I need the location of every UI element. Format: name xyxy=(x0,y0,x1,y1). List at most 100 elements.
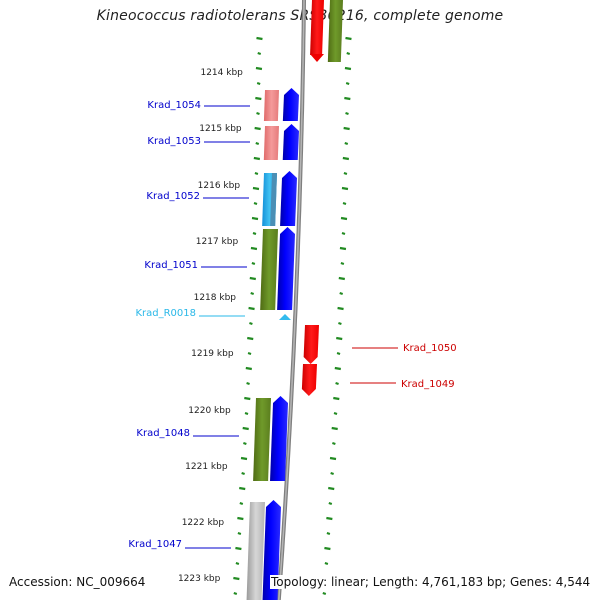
forward-gene-arrow xyxy=(270,396,288,481)
outer-gc-dot xyxy=(340,261,345,266)
top-cog-feature xyxy=(327,0,343,62)
inner-gc-dot xyxy=(237,531,242,536)
gene-labels: Krad_1054 Krad_1053 Krad_1052 Krad_1051 Krad… xyxy=(128,100,456,550)
outer-gc-dot xyxy=(345,36,352,41)
inner-gc-dot xyxy=(255,96,262,101)
scale-tick-label: 1219 kbp xyxy=(191,349,234,359)
inner-gc-dot xyxy=(252,231,257,236)
inner-gc-dot xyxy=(254,126,261,131)
cog-bar-stripe xyxy=(270,173,277,226)
forward-gene-arrow xyxy=(282,88,299,121)
outer-gc-dot xyxy=(344,141,349,146)
scale-tick-label: 1221 kbp xyxy=(185,462,228,472)
outer-gc-dot xyxy=(339,246,347,251)
inner-gc-dot xyxy=(257,51,262,56)
inner-gc-dot xyxy=(255,66,263,71)
inner-gc-dot xyxy=(235,546,242,551)
scale-tick-label: 1223 kbp xyxy=(178,574,221,584)
scale-tick-label: 1215 kbp xyxy=(199,124,242,134)
reverse-gene-arrow xyxy=(303,325,319,364)
outer-gc-dot xyxy=(345,111,349,116)
inner-gc-dot xyxy=(253,201,258,206)
outer-gc-dot xyxy=(335,381,339,386)
scale-ticks: 1214 kbp 1215 kbp 1216 kbp 1217 kbp 1218 kbp… xyxy=(178,68,243,584)
forward-gene-arrow xyxy=(280,171,297,226)
cog-bar xyxy=(263,90,279,121)
gene-label: Krad_1054 xyxy=(147,100,201,111)
gene-label: Krad_R0018 xyxy=(135,308,196,319)
top-reverse-arrowhead xyxy=(310,54,324,62)
inner-gc-dot xyxy=(256,81,261,86)
outer-gc-dot xyxy=(326,531,331,536)
outer-gc-dot xyxy=(341,231,346,236)
outer-gc-dot xyxy=(326,516,333,521)
outer-gc-dot xyxy=(344,96,351,101)
gene-label: Krad_1050 xyxy=(403,343,457,354)
forward-gene-arrow xyxy=(277,227,295,310)
outer-gc-dot xyxy=(338,321,342,326)
outer-gc-dot xyxy=(343,171,348,176)
scale-tick-label: 1218 kbp xyxy=(194,293,237,303)
outer-gc-dot xyxy=(342,156,350,161)
inner-gc-dot xyxy=(244,411,249,416)
inner-gc-dot xyxy=(240,456,248,461)
outer-gc-dot xyxy=(341,186,349,191)
gene-features xyxy=(246,0,343,600)
outer-gc-dot xyxy=(345,81,350,86)
inner-gc-dot xyxy=(233,576,240,581)
inner-gc-dot xyxy=(247,336,254,341)
inner-gc-dot xyxy=(245,366,252,371)
outer-gc-dot xyxy=(337,306,344,311)
cog-bar xyxy=(260,229,278,310)
outer-gc-dot xyxy=(324,546,331,551)
inner-gc-dot xyxy=(237,516,244,521)
top-reverse-feature xyxy=(310,0,324,55)
inner-gc-dot xyxy=(244,396,251,401)
gene-label: Krad_1048 xyxy=(136,428,190,439)
inner-gc-dot xyxy=(251,261,256,266)
scale-tick-label: 1217 kbp xyxy=(196,237,239,247)
outer-gc-dot xyxy=(334,366,341,371)
inner-gc-dot xyxy=(249,321,253,326)
forward-gene-arrow xyxy=(282,124,299,160)
gene-label: Krad_1053 xyxy=(147,136,201,147)
inner-gc-dot xyxy=(256,111,260,116)
cog-bar xyxy=(246,502,265,600)
inner-gc-dot xyxy=(239,486,246,491)
outer-gc-dot xyxy=(342,201,347,206)
scale-tick-label: 1220 kbp xyxy=(188,406,231,416)
rna-gene-marker xyxy=(279,314,291,320)
outer-gc-dot xyxy=(339,291,344,296)
inner-gc-dot xyxy=(255,141,260,146)
inner-gc-dot xyxy=(251,216,259,221)
gene-label: Krad_1047 xyxy=(128,539,182,550)
inner-gc-dot xyxy=(252,186,260,191)
genome-backbone xyxy=(276,0,306,600)
inner-gc-dot xyxy=(250,291,255,296)
outer-gc-dot xyxy=(338,276,345,281)
outer-gc-dot xyxy=(330,471,334,476)
scale-tick-label: 1216 kbp xyxy=(198,181,241,191)
inner-gc-dot xyxy=(239,501,244,506)
outer-gc-dot xyxy=(328,501,333,506)
inner-gc-dot xyxy=(247,351,252,356)
gene-label: Krad_1051 xyxy=(144,260,198,271)
inner-gc-dot xyxy=(241,471,245,476)
topology-text: Topology: linear; Length: 4,761,183 bp; … xyxy=(270,575,591,589)
scale-tick-label: 1214 kbp xyxy=(200,68,243,78)
outer-gc-dot xyxy=(324,561,329,566)
inner-gc-dot xyxy=(235,561,240,566)
outer-gc-dot xyxy=(329,456,337,461)
inner-gc-dot xyxy=(233,591,238,596)
inner-gc-dot xyxy=(249,276,256,281)
map-title: Kineococcus radiotolerans SRS30216, comp… xyxy=(96,8,504,24)
outer-gc-dot xyxy=(336,351,341,356)
inner-gc-dot xyxy=(246,381,250,386)
inner-gc-dot xyxy=(250,246,258,251)
accession-text: Accession: NC_009664 xyxy=(9,575,146,589)
inner-gc-dot xyxy=(253,156,261,161)
inner-gc-dot xyxy=(248,306,255,311)
outer-gc-dot xyxy=(333,396,340,401)
cog-bar xyxy=(263,126,279,160)
